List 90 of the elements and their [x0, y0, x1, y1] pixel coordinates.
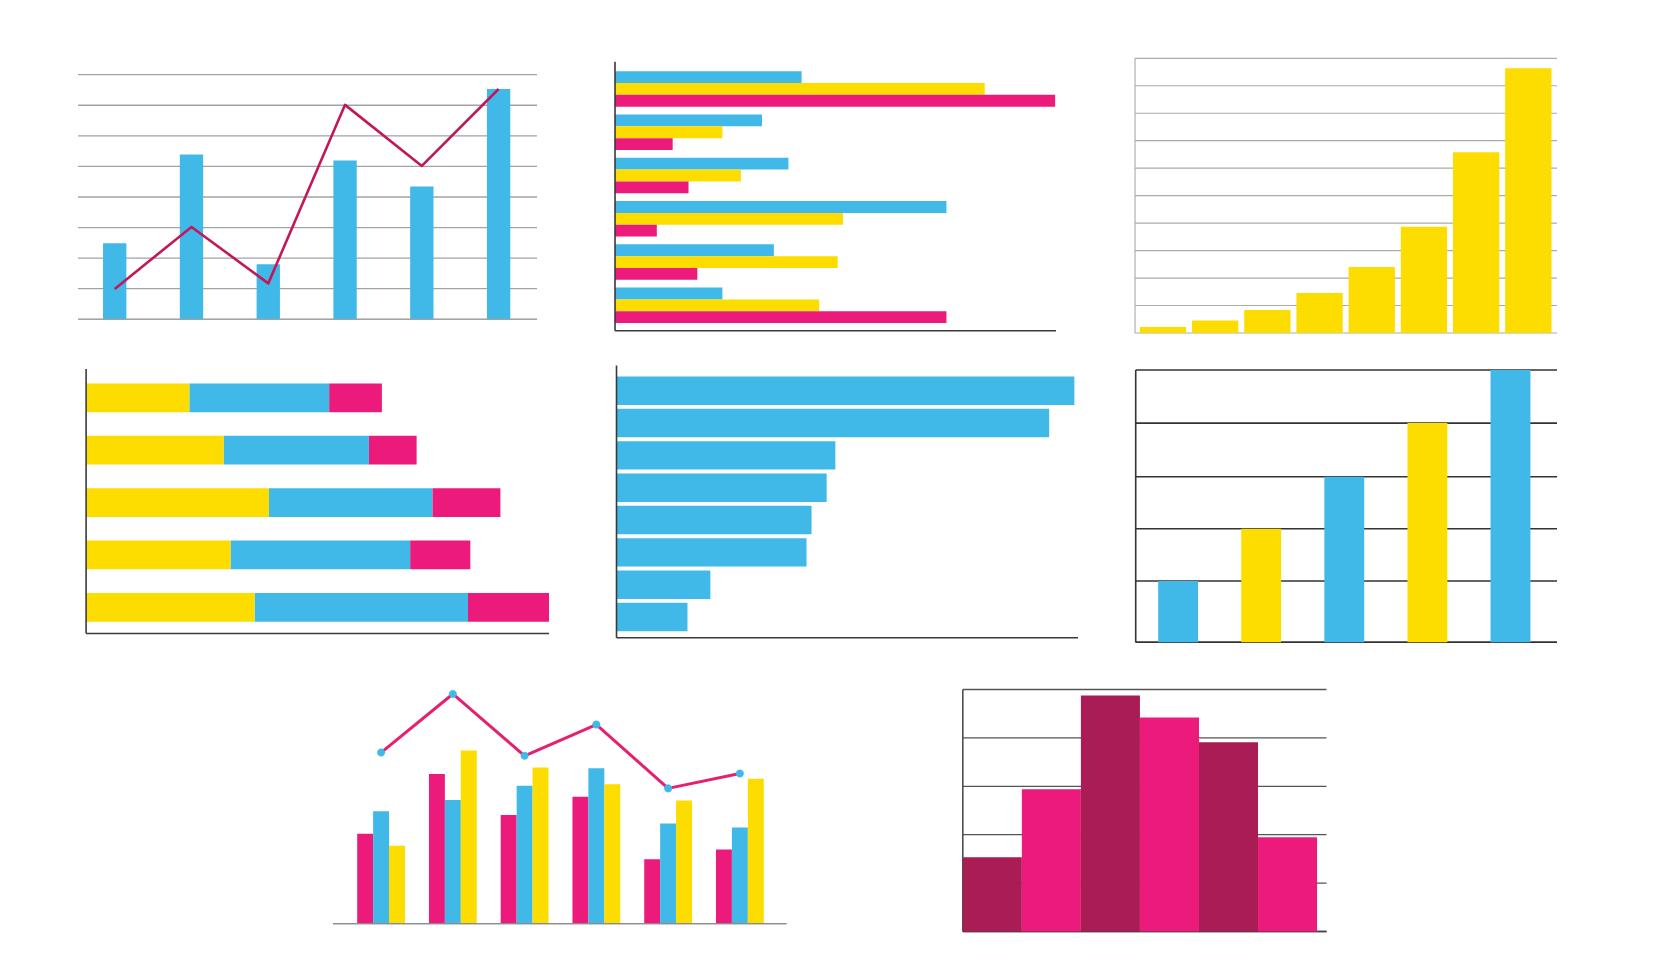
bar [616, 602, 688, 632]
bar [410, 540, 471, 570]
bar [588, 768, 605, 924]
bar [604, 784, 621, 924]
bar [615, 224, 657, 237]
point [592, 720, 601, 729]
bar [615, 201, 947, 213]
bar [616, 376, 1075, 405]
bar [615, 169, 741, 182]
bar [373, 811, 390, 924]
bar [1490, 369, 1531, 643]
bar [410, 186, 434, 320]
bar [615, 157, 789, 170]
bar [500, 814, 517, 924]
bar [616, 538, 807, 567]
bar [616, 408, 1050, 438]
bar [731, 827, 748, 924]
bar [256, 264, 280, 320]
bar [357, 833, 374, 924]
bar [616, 505, 812, 535]
bar [615, 212, 843, 225]
bar [368, 435, 417, 465]
bar [1348, 267, 1395, 333]
bar [660, 823, 677, 924]
bar [189, 383, 330, 413]
bar [444, 800, 461, 924]
point [664, 784, 673, 793]
bar [86, 435, 224, 465]
bar [86, 383, 190, 413]
bar [460, 750, 477, 924]
bar [615, 94, 1056, 107]
bar [254, 592, 468, 622]
bar [1139, 326, 1187, 333]
point [377, 748, 386, 757]
bar [86, 540, 231, 570]
bar [103, 243, 127, 320]
bar [1452, 152, 1500, 333]
bar [615, 256, 838, 268]
bar [333, 160, 357, 320]
point [520, 751, 529, 760]
bar [389, 845, 405, 924]
bar [1080, 695, 1140, 932]
bar [615, 311, 947, 324]
bar [1296, 293, 1343, 333]
bar [615, 83, 985, 95]
bar [615, 287, 723, 300]
bar [86, 592, 255, 622]
bar [1021, 789, 1081, 932]
bar [1198, 742, 1259, 932]
bar [268, 488, 433, 517]
bar [615, 114, 763, 127]
bar [615, 71, 802, 84]
bar [532, 767, 549, 924]
bar [86, 488, 269, 517]
bar [1244, 309, 1291, 333]
bar [644, 859, 661, 924]
bar [1192, 320, 1239, 333]
bar [516, 785, 533, 924]
bar [1258, 837, 1318, 932]
bar [1400, 226, 1448, 333]
bar [428, 773, 445, 924]
bar [572, 796, 589, 924]
bar [1407, 423, 1448, 643]
bar [615, 126, 723, 139]
bar [223, 435, 369, 465]
bar [615, 181, 689, 194]
point [735, 769, 744, 778]
bar [615, 267, 698, 280]
bar [486, 88, 511, 320]
bar [432, 488, 501, 517]
bar [715, 849, 732, 924]
bar [1324, 476, 1365, 643]
bar [468, 592, 550, 622]
bar [1241, 528, 1282, 643]
bar [615, 138, 673, 150]
bar [615, 244, 774, 257]
bar [616, 473, 827, 502]
bar [616, 570, 711, 599]
bar [615, 299, 820, 312]
bar [1139, 717, 1199, 932]
bar [747, 778, 764, 924]
bar [1505, 68, 1552, 333]
bar [230, 540, 411, 570]
bar [676, 800, 693, 924]
bar [962, 857, 1022, 932]
point [448, 689, 457, 698]
bar [616, 441, 836, 470]
bar [329, 383, 382, 413]
bar [179, 154, 204, 320]
bar [1158, 581, 1199, 643]
